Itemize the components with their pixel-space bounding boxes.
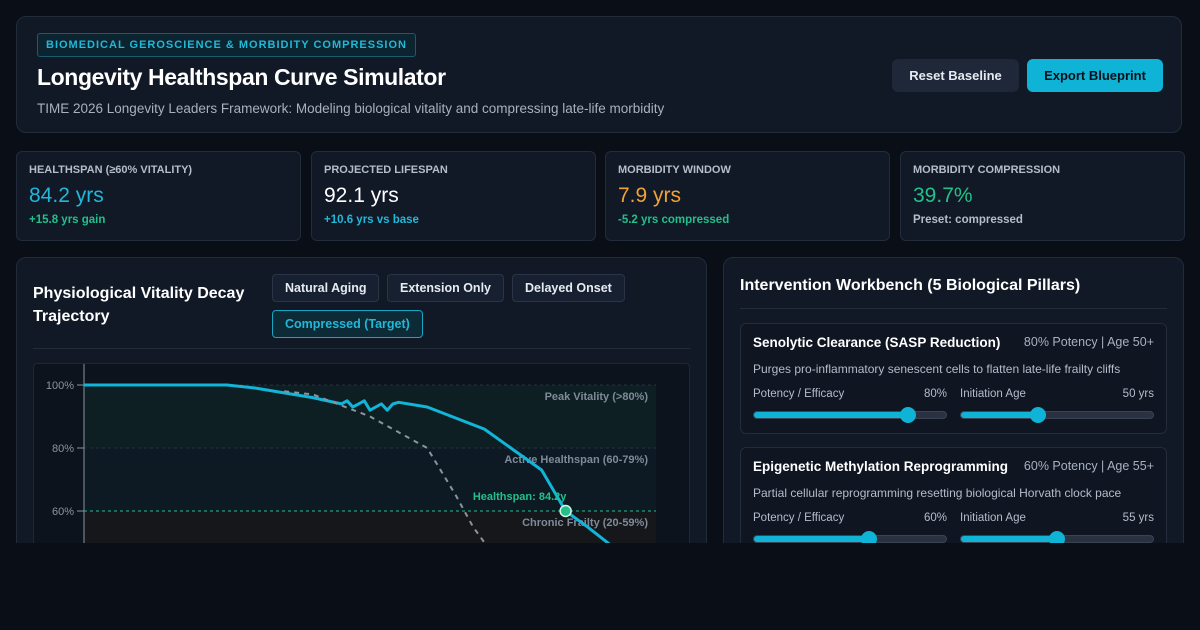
pillar-meta: 80% Potency | Age 50+ — [1023, 335, 1154, 349]
stat-card-lifespan: PROJECTED LIFESPAN 92.1 yrs +10.6 yrs vs… — [311, 151, 596, 241]
preset-natural-aging[interactable]: Natural Aging — [272, 274, 380, 302]
pillar-meta: 60% Potency | Age 55+ — [1023, 459, 1154, 473]
pillar-name: Senolytic Clearance (SASP Reduction) — [753, 335, 1001, 350]
potency-label: Potency / Efficacy — [753, 388, 845, 400]
stat-card-morbidity-compression: MORBIDITY COMPRESSION 39.7% Preset: comp… — [900, 151, 1185, 241]
age-slider[interactable] — [960, 407, 1154, 423]
stat-card-morbidity-window: MORBIDITY WINDOW 7.9 yrs -5.2 yrs compre… — [605, 151, 890, 241]
slider-fill — [754, 412, 908, 418]
healthspan-marker-label: Healthspan: 84.2y — [473, 491, 567, 503]
age-slider[interactable] — [960, 531, 1154, 543]
age-label: Initiation Age — [960, 388, 1026, 400]
slider-fill — [961, 412, 1038, 418]
slider-thumb[interactable] — [1049, 531, 1065, 543]
slider-fill — [754, 536, 870, 542]
zone-label: Chronic Frailty (20-59%) — [522, 517, 648, 529]
stat-value: 92.1 yrs — [324, 184, 399, 207]
stat-value: 7.9 yrs — [618, 184, 682, 207]
potency-value: 60% — [923, 512, 947, 524]
stat-value: 39.7% — [913, 184, 973, 207]
reset-baseline-button[interactable]: Reset Baseline — [892, 59, 1019, 92]
stat-label: PROJECTED LIFESPAN — [324, 164, 448, 176]
trajectory-panel: Physiological Vitality Decay Trajectory … — [16, 257, 707, 543]
slider-fill — [961, 536, 1057, 542]
age-label: Initiation Age — [960, 512, 1026, 524]
vitality-chart: 100% 80% 60% Peak Vitality (>80%) Active Hea… — [33, 363, 690, 543]
potency-slider[interactable] — [753, 531, 947, 543]
age-value: 55 yrs — [1122, 512, 1154, 524]
compressed-series-line — [84, 383, 611, 543]
intervention-workbench-panel: Intervention Workbench (5 Biological Pil… — [723, 257, 1184, 543]
chart-panel-title: Physiological Vitality Decay Trajectory — [33, 285, 245, 325]
panel-divider — [33, 348, 690, 349]
y-tick-label: 100% — [46, 380, 74, 392]
stat-value: 84.2 yrs — [29, 184, 104, 207]
page-subtitle: TIME 2026 Longevity Leaders Framework: M… — [37, 101, 665, 116]
potency-label: Potency / Efficacy — [753, 512, 845, 524]
stat-sub: +10.6 yrs vs base — [324, 214, 419, 226]
vitality-chart-svg: 100% 80% 60% Peak Vitality (>80%) Active Hea… — [46, 364, 656, 543]
slider-thumb[interactable] — [1029, 407, 1046, 423]
y-tick-label: 60% — [52, 506, 74, 518]
y-tick-label: 80% — [52, 443, 74, 455]
pillar-card-epigenetic: Epigenetic Methylation Reprogramming 60%… — [740, 447, 1167, 543]
zone-label: Peak Vitality (>80%) — [545, 391, 649, 403]
preset-extension-only[interactable]: Extension Only — [387, 274, 504, 302]
export-blueprint-button[interactable]: Export Blueprint — [1027, 59, 1163, 92]
pillar-description: Partial cellular reprogramming resetting… — [753, 486, 1122, 500]
potency-slider[interactable] — [753, 407, 947, 423]
pillar-name: Epigenetic Methylation Reprogramming — [753, 459, 1009, 474]
slider-thumb[interactable] — [899, 407, 916, 423]
stat-sub: +15.8 yrs gain — [29, 214, 106, 226]
stat-card-healthspan: HEALTHSPAN (≥60% VITALITY) 84.2 yrs +15.… — [16, 151, 301, 241]
zone-band — [84, 511, 656, 543]
stat-label: HEALTHSPAN (≥60% VITALITY) — [29, 164, 193, 176]
category-tag: BIOMEDICAL GEROSCIENCE & MORBIDITY COMPR… — [37, 33, 416, 57]
preset-delayed-onset[interactable]: Delayed Onset — [512, 274, 625, 302]
slider-thumb[interactable] — [861, 531, 878, 543]
app-viewport: BIOMEDICAL GEROSCIENCE & MORBIDITY COMPR… — [16, 16, 1185, 543]
stat-sub: Preset: compressed — [913, 214, 1023, 226]
stat-label: MORBIDITY COMPRESSION — [913, 164, 1061, 176]
panel-divider — [740, 308, 1167, 309]
zone-label: Active Healthspan (60-79%) — [504, 454, 648, 466]
healthspan-marker-point — [559, 504, 572, 518]
stat-sub: -5.2 yrs compressed — [618, 214, 730, 226]
page-title: Longevity Healthspan Curve Simulator — [37, 64, 446, 90]
pillar-description: Purges pro-inflammatory senescent cells … — [753, 362, 1121, 376]
pillar-card-senolytic: Senolytic Clearance (SASP Reduction) 80%… — [740, 323, 1167, 434]
header-panel: BIOMEDICAL GEROSCIENCE & MORBIDITY COMPR… — [16, 16, 1182, 133]
potency-value: 80% — [923, 388, 947, 400]
preset-compressed-target[interactable]: Compressed (Target) — [272, 310, 423, 338]
stat-label: MORBIDITY WINDOW — [618, 164, 731, 176]
workbench-title: Intervention Workbench (5 Biological Pil… — [740, 277, 1081, 294]
age-value: 50 yrs — [1122, 388, 1154, 400]
